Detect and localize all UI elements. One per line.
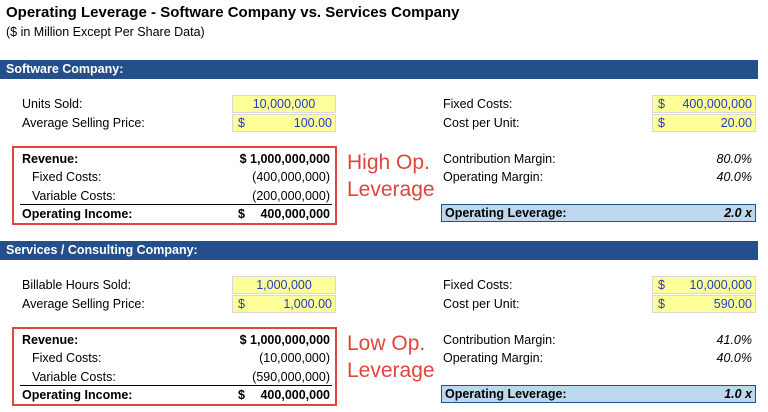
- input-cell: [232, 276, 336, 294]
- leverage-value: 2.0 x: [724, 206, 752, 220]
- input-value: 590.00: [713, 297, 752, 311]
- section-title: Services / Consulting Company:: [6, 243, 198, 257]
- input-label: Cost per Unit:: [443, 297, 520, 311]
- income-label: Fixed Costs:: [32, 170, 102, 185]
- leverage-box: [441, 204, 756, 222]
- income-label: Fixed Costs:: [32, 351, 102, 366]
- input-cell: [652, 114, 756, 132]
- income-value: (590,000,000): [252, 369, 330, 384]
- margin-label: Operating Margin:: [443, 170, 544, 185]
- input-cell: [232, 95, 336, 113]
- margin-label: Contribution Margin:: [443, 333, 556, 347]
- leverage-value: 1.0 x: [724, 387, 752, 401]
- income-value: 400,000,000: [260, 387, 330, 402]
- margin-value: 80.0%: [716, 152, 752, 166]
- currency: $: [238, 206, 245, 221]
- input-label: Fixed Costs:: [443, 278, 513, 292]
- currency: $: [658, 116, 665, 130]
- currency: $: [658, 97, 665, 111]
- input-label: Average Selling Price:: [22, 297, 145, 311]
- total-line: [20, 385, 332, 386]
- note: Leverage: [347, 178, 435, 201]
- note: Leverage: [347, 359, 435, 382]
- input-cell: [232, 295, 336, 313]
- section-bar: [0, 241, 758, 260]
- income-value: $ 1,000,000,000: [239, 152, 330, 166]
- income-value: $ 1,000,000,000: [239, 333, 330, 347]
- income-label: Variable Costs:: [32, 188, 116, 203]
- section-bar: [0, 60, 758, 79]
- subtitle: ($ in Million Except Per Share Data): [6, 25, 205, 39]
- currency: $: [238, 387, 245, 402]
- input-value: 20.00: [720, 116, 752, 130]
- input-cell: [232, 114, 336, 132]
- leverage-box: [441, 385, 756, 403]
- margin-label: Operating Margin:: [443, 351, 544, 366]
- total-line: [20, 204, 332, 205]
- income-label: Operating Income:: [22, 387, 133, 402]
- income-value: (10,000,000): [259, 351, 330, 366]
- input-label: Cost per Unit:: [443, 116, 520, 130]
- input-value: 100.00: [293, 116, 332, 130]
- currency: $: [238, 297, 245, 311]
- margin-value: 41.0%: [716, 333, 752, 347]
- income-label: Operating Income:: [22, 206, 133, 221]
- section-title: Software Company:: [6, 62, 124, 76]
- margin-value: 40.0%: [716, 170, 752, 185]
- leverage-label: Operating Leverage:: [445, 387, 567, 401]
- income-box: [12, 146, 337, 225]
- income-value: 400,000,000: [260, 206, 330, 221]
- currency: $: [658, 297, 665, 311]
- input-cell: [652, 276, 756, 294]
- input-value: 1,000,000: [256, 278, 312, 292]
- input-value: 10,000,000: [689, 278, 752, 292]
- income-label: Variable Costs:: [32, 369, 116, 384]
- input-value: 10,000,000: [252, 97, 316, 111]
- income-box: [12, 327, 337, 406]
- title: Operating Leverage - Software Company vs…: [6, 4, 460, 21]
- income-value: (200,000,000): [252, 188, 330, 203]
- input-value: 1,000.00: [283, 297, 332, 311]
- input-value: 400,000,000: [682, 97, 752, 111]
- currency: $: [658, 278, 665, 292]
- income-value: (400,000,000): [252, 170, 330, 185]
- note: Low Op.: [347, 332, 426, 355]
- margin-value: 40.0%: [716, 351, 752, 366]
- input-label: Billable Hours Sold:: [22, 278, 132, 292]
- margin-label: Contribution Margin:: [443, 152, 556, 166]
- input-cell: [652, 95, 756, 113]
- note: High Op.: [347, 151, 430, 174]
- input-label: Units Sold:: [22, 97, 83, 111]
- income-label: Revenue:: [22, 333, 79, 347]
- input-cell: [652, 295, 756, 313]
- currency: $: [238, 116, 245, 130]
- income-label: Revenue:: [22, 152, 79, 166]
- leverage-label: Operating Leverage:: [445, 206, 567, 220]
- input-label: Fixed Costs:: [443, 97, 513, 111]
- input-label: Average Selling Price:: [22, 116, 145, 130]
